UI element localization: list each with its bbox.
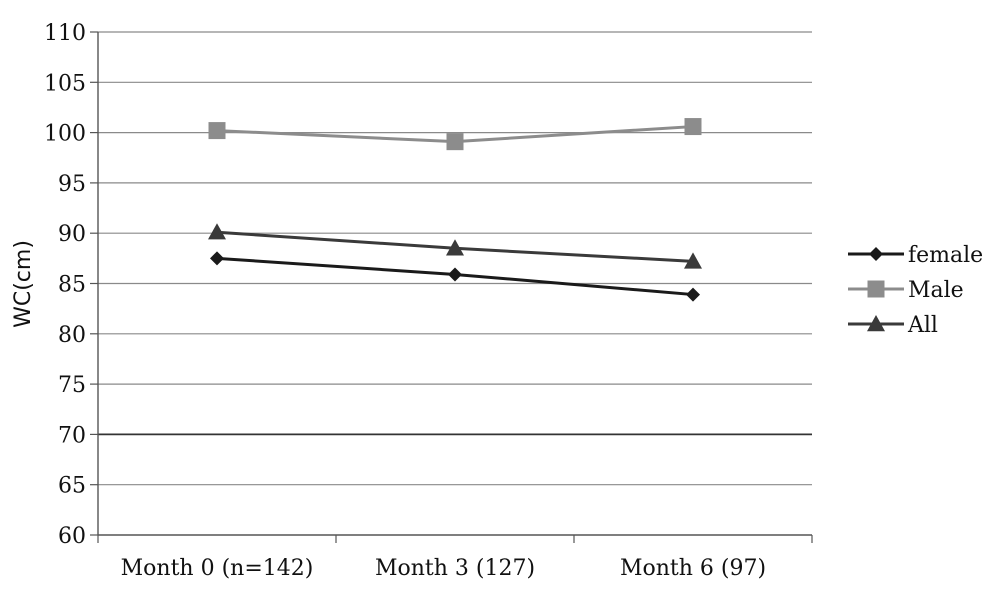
data-point-square	[446, 133, 464, 151]
y-tick-label: 110	[44, 21, 86, 46]
y-tick-label: 90	[58, 222, 86, 247]
y-tick-label: 65	[58, 474, 86, 499]
y-tick-label: 100	[44, 122, 86, 147]
y-tick-label: 95	[58, 172, 86, 197]
data-point-triangle	[446, 239, 464, 256]
gridlines	[98, 31, 812, 486]
y-axis-title: WC(cm)	[11, 240, 36, 328]
y-tick-label: 80	[58, 323, 86, 348]
x-tick-label: Month 0 (n=142)	[121, 556, 314, 581]
data-point-diamond	[869, 247, 883, 261]
legend-label: All	[907, 313, 938, 338]
series-female	[210, 251, 700, 302]
series-all	[208, 223, 702, 269]
y-tick-label: 85	[58, 273, 86, 298]
legend-label: Male	[908, 278, 964, 303]
x-tick-label: Month 6 (97)	[620, 556, 766, 581]
y-tick-label: 75	[58, 373, 86, 398]
y-tick-label: 60	[58, 524, 86, 549]
series-male	[208, 118, 702, 151]
legend: female Male All	[848, 243, 983, 338]
data-point-triangle	[684, 252, 702, 269]
data-point-square	[684, 118, 702, 136]
legend-item-all: All	[848, 313, 938, 338]
data-point-diamond	[448, 267, 462, 282]
axes: 60 65 70 75 80 85 90 95 100 105 110 Month 0 (n=142)…	[44, 21, 813, 581]
legend-item-male: Male	[848, 278, 964, 303]
data-point-diamond	[210, 251, 224, 266]
series-group	[208, 118, 702, 302]
data-point-triangle	[208, 223, 226, 240]
y-tick-label: 105	[44, 71, 86, 96]
data-point-diamond	[686, 287, 700, 302]
data-point-square	[867, 280, 885, 298]
legend-item-female: female	[848, 243, 983, 268]
legend-label: female	[908, 243, 983, 268]
x-tick-label: Month 3 (127)	[375, 556, 535, 581]
data-point-triangle	[867, 315, 885, 332]
y-tick-label: 70	[58, 423, 86, 448]
data-point-square	[208, 122, 226, 140]
